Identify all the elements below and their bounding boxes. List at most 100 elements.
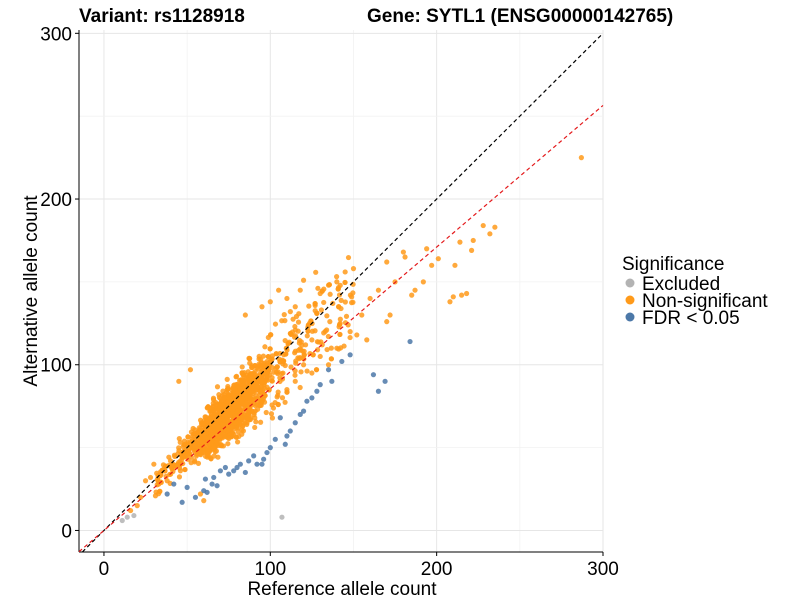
point-non-significant	[176, 436, 182, 442]
point-non-significant	[187, 451, 193, 457]
point-non-significant	[292, 304, 298, 310]
point-non-significant	[169, 466, 175, 472]
point-non-significant	[203, 430, 210, 436]
point-non-significant	[274, 394, 280, 400]
point-non-significant	[337, 331, 343, 338]
point-non-significant	[297, 384, 303, 391]
point-non-significant	[342, 279, 348, 286]
point-non-significant	[267, 299, 273, 305]
point-non-significant	[288, 364, 294, 370]
point-non-significant	[312, 301, 318, 307]
point-fdr	[261, 456, 267, 462]
point-non-significant	[300, 277, 307, 283]
point-non-significant	[234, 408, 240, 414]
point-non-significant	[384, 259, 390, 265]
point-non-significant	[295, 319, 302, 325]
point-non-significant	[305, 322, 311, 328]
point-non-significant	[334, 345, 340, 351]
reference-line	[78, 104, 604, 553]
point-fdr	[407, 338, 413, 345]
point-non-significant	[290, 316, 296, 322]
y-tick-label: 100	[40, 356, 72, 377]
point-non-significant	[300, 362, 307, 368]
point-excluded	[131, 512, 137, 519]
point-non-significant	[309, 337, 315, 343]
point-fdr	[375, 388, 382, 394]
point-non-significant	[172, 453, 178, 460]
point-non-significant	[209, 421, 215, 427]
point-non-significant	[252, 362, 258, 369]
point-non-significant	[287, 309, 293, 315]
point-non-significant	[231, 392, 237, 399]
point-non-significant	[225, 399, 231, 405]
point-non-significant	[324, 313, 330, 319]
point-non-significant	[309, 370, 315, 376]
point-non-significant	[250, 390, 256, 396]
legend-swatch-fdr	[625, 312, 635, 322]
point-non-significant	[205, 450, 211, 457]
point-non-significant	[296, 311, 302, 317]
point-non-significant	[463, 290, 470, 297]
point-non-significant	[285, 340, 291, 347]
point-non-significant	[249, 375, 256, 381]
point-excluded	[279, 514, 285, 520]
point-non-significant	[214, 384, 221, 390]
point-non-significant	[264, 358, 270, 365]
point-fdr	[292, 420, 298, 426]
point-non-significant	[309, 328, 315, 334]
point-non-significant	[330, 300, 336, 307]
point-non-significant	[322, 328, 328, 334]
point-non-significant	[247, 355, 253, 362]
point-non-significant	[342, 299, 348, 305]
reference-line	[81, 32, 604, 553]
point-non-significant	[487, 231, 493, 237]
point-non-significant	[253, 419, 259, 425]
point-non-significant	[447, 299, 453, 305]
point-non-significant	[420, 279, 426, 285]
point-non-significant	[314, 310, 320, 316]
point-non-significant	[252, 424, 258, 431]
point-non-significant	[342, 269, 348, 275]
point-non-significant	[296, 340, 302, 346]
point-non-significant	[284, 295, 290, 302]
point-non-significant	[176, 445, 182, 451]
point-non-significant	[324, 346, 330, 353]
point-fdr	[234, 464, 240, 471]
point-non-significant	[218, 443, 225, 449]
point-fdr	[325, 367, 332, 373]
point-non-significant	[315, 285, 321, 291]
point-non-significant	[292, 372, 298, 378]
x-tick-label: 300	[587, 559, 619, 580]
point-non-significant	[151, 461, 157, 467]
point-non-significant	[239, 370, 245, 376]
point-non-significant	[457, 239, 463, 245]
point-non-significant	[337, 320, 343, 326]
point-non-significant	[325, 282, 332, 288]
point-non-significant	[248, 371, 254, 377]
legend-label-excluded: Excluded	[642, 274, 720, 295]
chart-title-gene: Gene: SYTL1 (ENSG00000142765)	[367, 6, 673, 27]
point-non-significant	[264, 369, 270, 375]
point-non-significant	[258, 379, 265, 385]
point-non-significant	[210, 446, 216, 452]
x-tick-label: 0	[99, 559, 110, 580]
point-fdr	[217, 468, 223, 474]
point-non-significant	[327, 291, 333, 297]
point-non-significant	[244, 393, 251, 399]
point-non-significant	[229, 404, 235, 410]
point-non-significant	[273, 351, 279, 357]
point-fdr	[347, 352, 353, 358]
point-non-significant	[233, 434, 239, 440]
y-tick-label: 200	[40, 190, 72, 211]
point-non-significant	[192, 443, 198, 449]
point-non-significant	[400, 249, 406, 255]
point-non-significant	[262, 344, 268, 350]
point-non-significant	[242, 312, 248, 318]
point-non-significant	[292, 323, 298, 330]
point-non-significant	[279, 395, 286, 401]
point-fdr	[171, 481, 177, 487]
point-non-significant	[225, 386, 231, 392]
point-non-significant	[305, 328, 311, 334]
point-non-significant	[192, 458, 198, 464]
